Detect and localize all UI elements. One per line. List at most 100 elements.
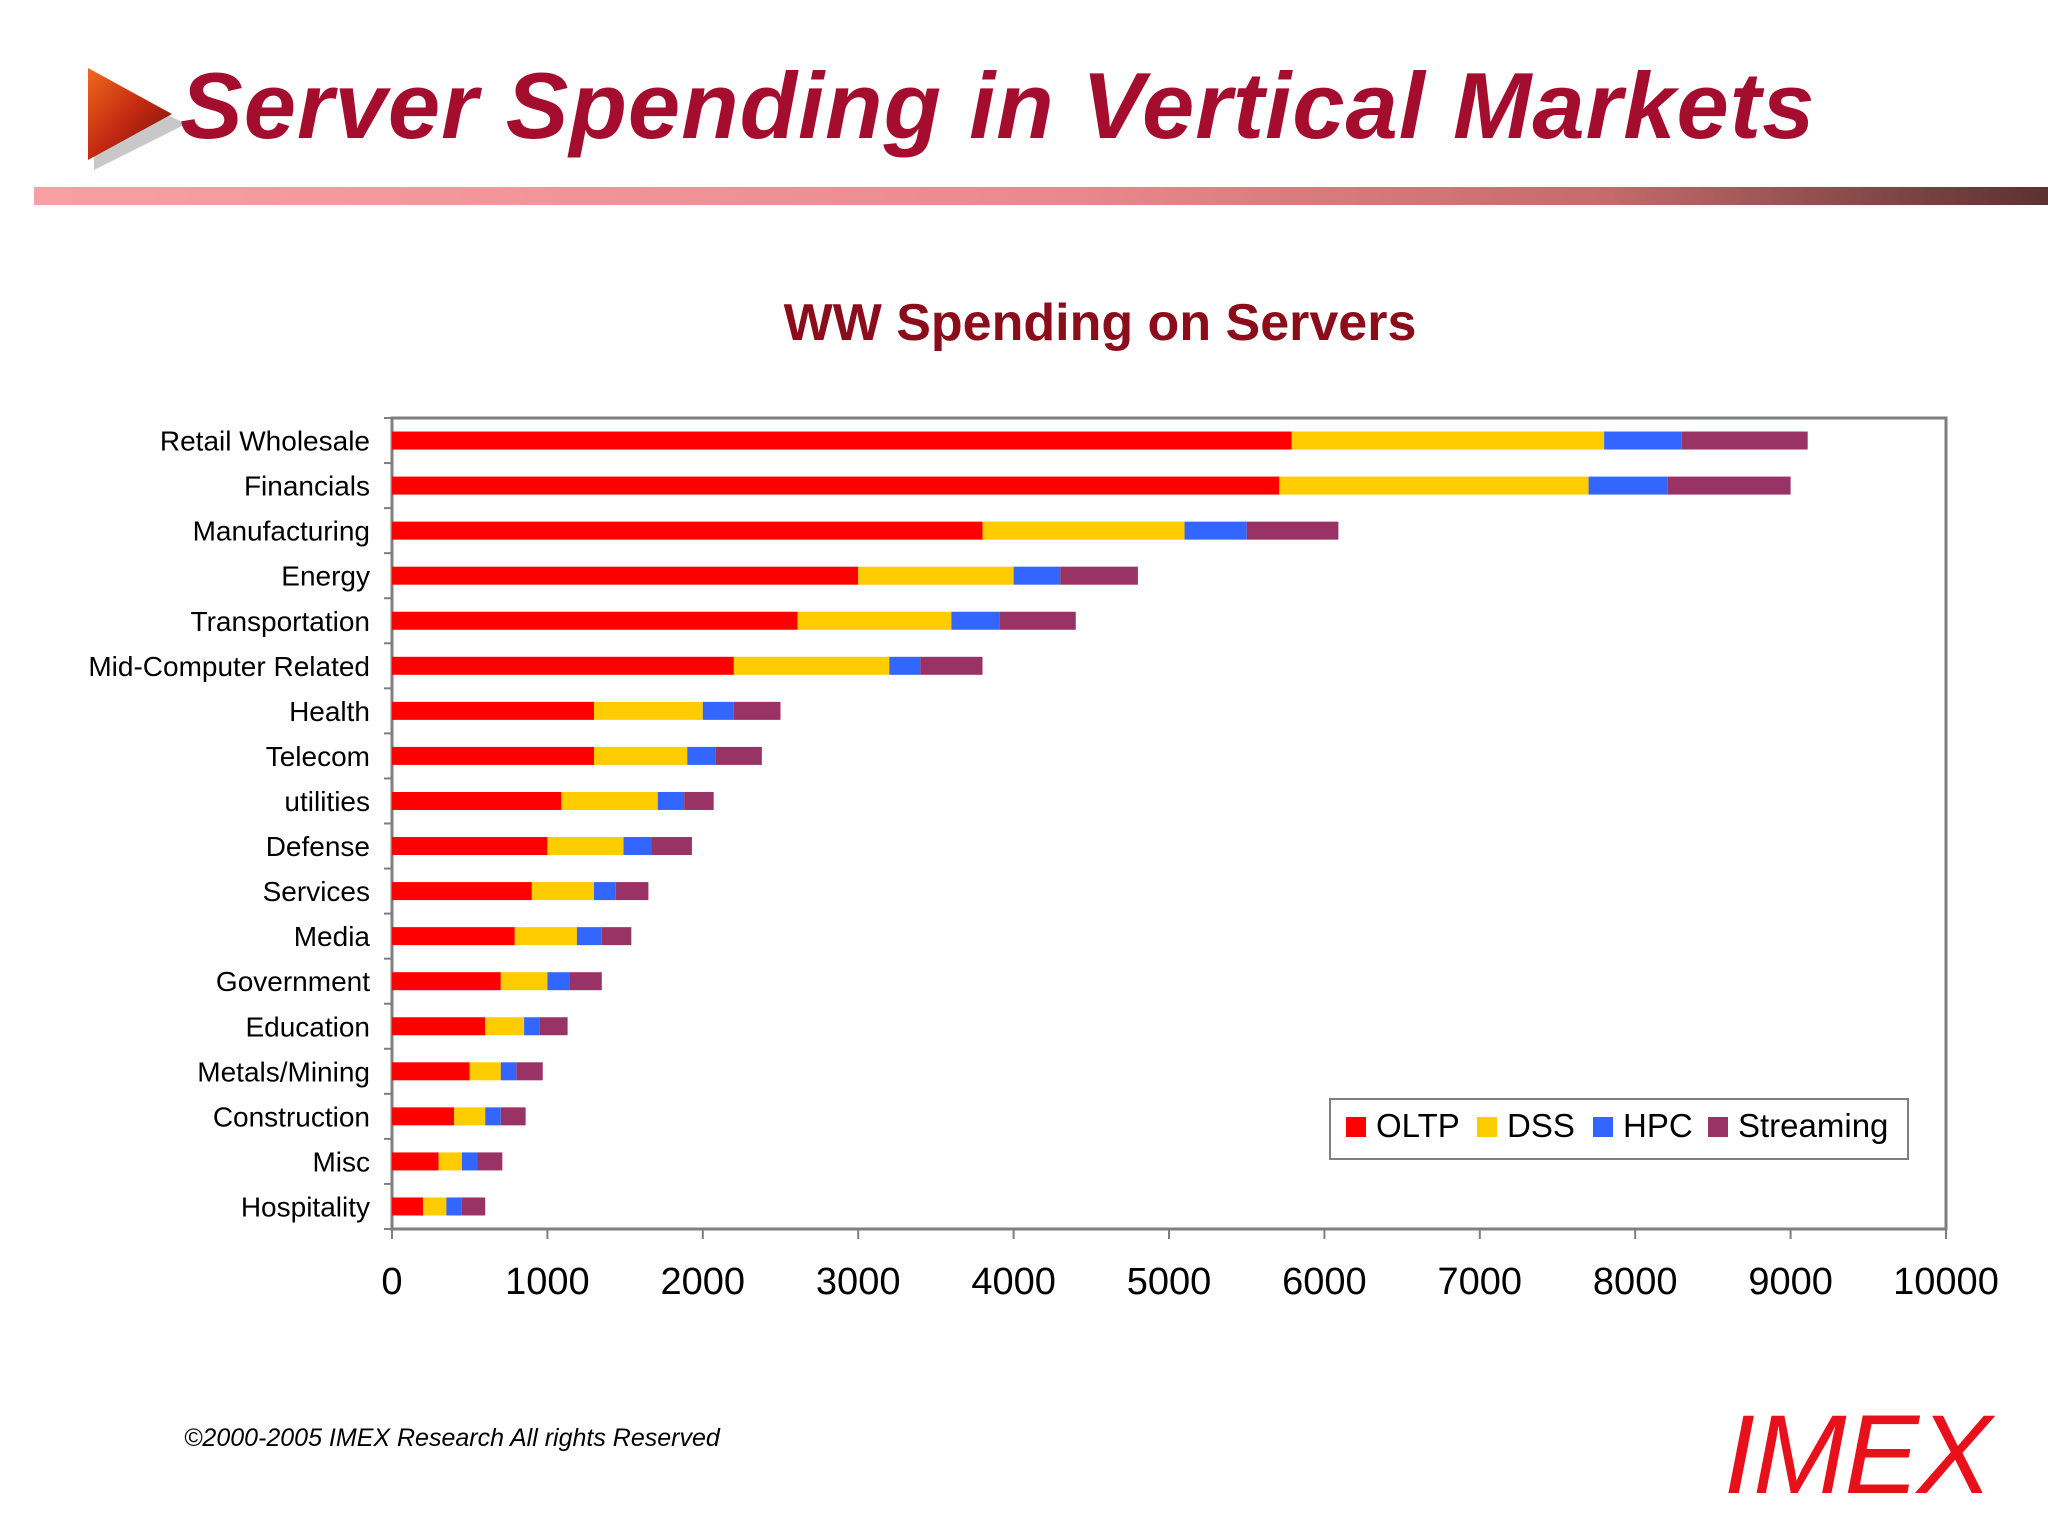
bar-dss [594, 701, 703, 720]
chart-title: WW Spending on Servers [784, 294, 1417, 352]
bar-hpc [623, 837, 652, 856]
bar-hpc [576, 927, 602, 946]
bar-hpc [1184, 521, 1247, 540]
bar-dss [797, 611, 952, 630]
category-label: Financials [244, 471, 370, 502]
bar-hpc [594, 882, 616, 901]
bar-streaming [684, 791, 714, 810]
bar-dss [485, 1017, 525, 1036]
x-tick-label: 5000 [1127, 1261, 1212, 1303]
category-label: Construction [213, 1101, 370, 1132]
category-label: Services [263, 876, 370, 907]
category-label: Transportation [191, 606, 371, 637]
bar-oltp [392, 611, 798, 630]
legend-swatch-hpc [1593, 1117, 1613, 1137]
bar-streaming [1667, 476, 1791, 495]
bar-streaming [615, 882, 649, 901]
bar-oltp [392, 1107, 455, 1126]
x-tick-label: 9000 [1748, 1261, 1833, 1303]
bar-streaming [1681, 431, 1808, 450]
bar-hpc [485, 1107, 501, 1126]
legend-swatch-dss [1477, 1117, 1497, 1137]
bar-hpc [1588, 476, 1668, 495]
category-label: Retail Wholesale [160, 426, 370, 457]
bar-oltp [392, 431, 1292, 450]
bar-streaming [461, 1197, 486, 1216]
category-label: Hospitality [241, 1191, 370, 1222]
bar-oltp [392, 1017, 486, 1036]
bar-dss [500, 972, 548, 991]
legend-label: DSS [1507, 1107, 1575, 1144]
bar-oltp [392, 1152, 439, 1171]
bar-oltp [392, 791, 562, 810]
bar-oltp [392, 927, 515, 946]
bar-hpc [657, 791, 685, 810]
category-label: Health [289, 696, 370, 727]
bar-dss [982, 521, 1185, 540]
bar-hpc [461, 1152, 478, 1171]
legend-swatch-streaming [1708, 1117, 1728, 1137]
bar-dss [423, 1197, 447, 1216]
bar-dss [1291, 431, 1605, 450]
bar-hpc [446, 1197, 462, 1216]
legend-box [1329, 1098, 1909, 1160]
category-label: Defense [266, 831, 370, 862]
bar-streaming [651, 837, 692, 856]
bar-dss [514, 927, 577, 946]
x-tick-label: 3000 [816, 1261, 901, 1303]
bar-oltp [392, 746, 595, 765]
bar-dss [531, 882, 595, 901]
legend: OLTP DSS HPC Streaming [1329, 1098, 1909, 1160]
x-tick-label: 2000 [661, 1261, 746, 1303]
slide-title: Server Spending in Vertical Markets [180, 53, 1816, 158]
category-label: Media [294, 921, 371, 952]
category-label: Mid-Computer Related [88, 651, 370, 682]
legend-label: Streaming [1738, 1107, 1888, 1144]
x-axis: 0 1000 2000 3000 4000 5000 6000 7000 8000 9000 100… [381, 417, 1999, 1303]
bar-dss [594, 746, 688, 765]
x-tick-label: 1000 [505, 1261, 590, 1303]
category-label: utilities [284, 786, 370, 817]
bar-oltp [392, 1062, 470, 1081]
legend-label: HPC [1623, 1107, 1693, 1144]
bar-dss [469, 1062, 501, 1081]
bar-hpc [524, 1017, 540, 1036]
bar-dss [454, 1107, 486, 1126]
category-labels: Retail Wholesale Financials Manufacturing E… [88, 426, 370, 1223]
bar-streaming [539, 1017, 568, 1036]
bar-dss [858, 566, 1014, 585]
bar-hpc [951, 611, 1000, 630]
x-tick-label: 6000 [1282, 1261, 1367, 1303]
bar-streaming [1060, 566, 1138, 585]
bar-streaming [715, 746, 762, 765]
copyright-notice: ©2000-2005 IMEX Research All rights Rese… [184, 1424, 720, 1452]
category-label: Government [216, 966, 370, 997]
legend-swatch-oltp [1346, 1117, 1366, 1137]
bar-dss [547, 837, 624, 856]
bar-oltp [392, 882, 532, 901]
imex-logo: IMEX [1724, 1392, 1992, 1517]
bar-streaming [569, 972, 602, 991]
bar-streaming [516, 1062, 543, 1081]
bar-oltp [392, 837, 548, 856]
play-arrow-icon [88, 68, 184, 170]
bar-oltp [392, 701, 595, 720]
bar-oltp [392, 476, 1280, 495]
bar-oltp [392, 1197, 424, 1216]
bar-hpc [500, 1062, 517, 1081]
bar-streaming [920, 656, 983, 675]
bar-series [392, 431, 1808, 1216]
bar-dss [438, 1152, 462, 1171]
bar-streaming [477, 1152, 503, 1171]
category-label: Energy [281, 561, 370, 592]
bar-streaming [1246, 521, 1339, 540]
x-tick-label: 7000 [1438, 1261, 1523, 1303]
bar-oltp [392, 656, 734, 675]
bar-hpc [702, 701, 734, 720]
bar-dss [1279, 476, 1589, 495]
bar-oltp [392, 566, 859, 585]
bar-oltp [392, 972, 501, 991]
bar-hpc [1013, 566, 1061, 585]
bar-dss [561, 791, 658, 810]
